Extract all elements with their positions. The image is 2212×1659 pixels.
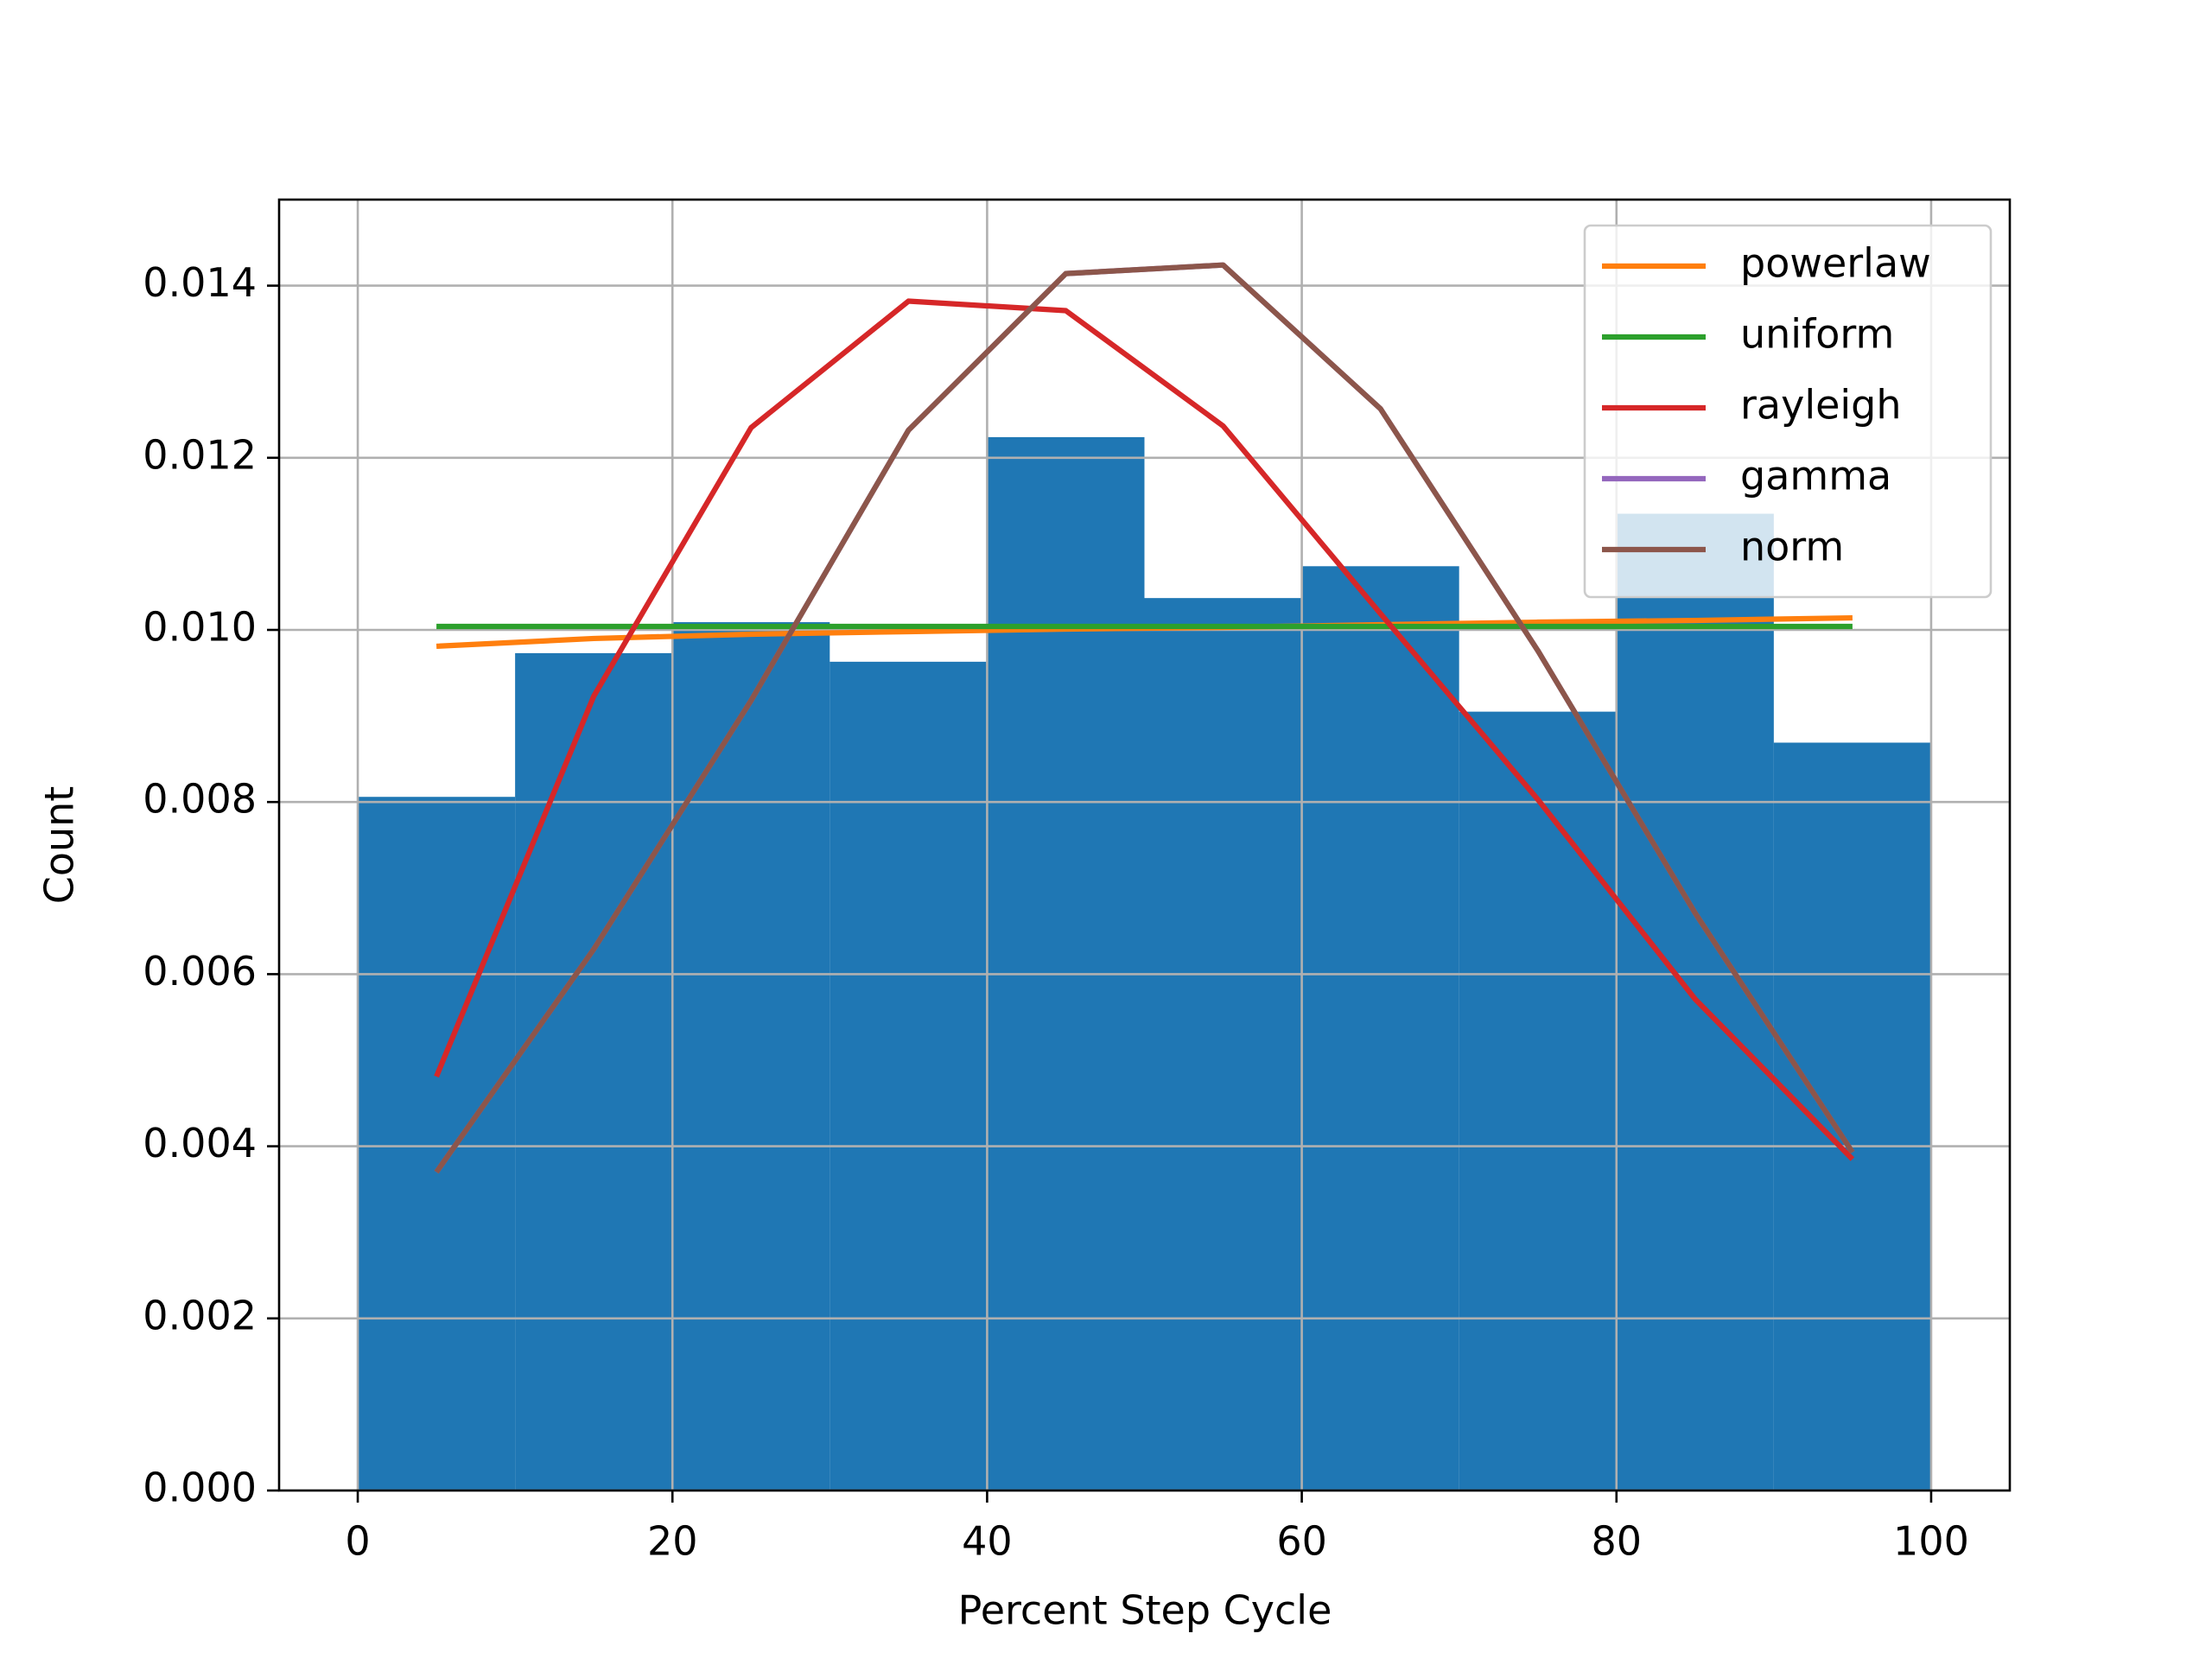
legend-label: powerlaw [1740,240,1931,287]
legend-label: uniform [1740,311,1894,358]
line [434,262,1855,1174]
y-tick-label: 0.010 [143,604,257,651]
y-tick-label: 0.012 [143,431,257,478]
legend-label: norm [1740,524,1844,570]
x-tick-label: 40 [962,1518,1013,1565]
bar [830,661,988,1491]
y-tick-label: 0.006 [143,948,257,995]
line [434,298,1855,1161]
legend-label: gamma [1740,453,1891,499]
y-tick-label: 0.002 [143,1292,257,1338]
legend-label: rayleigh [1740,382,1902,429]
bar [987,436,1145,1491]
bar [1773,742,1931,1491]
bar [1144,598,1302,1491]
x-tick-label: 100 [1893,1518,1969,1565]
y-axis-label: Count [36,786,83,905]
y-tick-label: 0.014 [143,259,257,306]
plot-frame [277,198,2012,1492]
x-tick-label: 0 [345,1518,370,1565]
x-tick-label: 20 [647,1518,698,1565]
y-tick-label: 0.008 [143,776,257,823]
bar [515,652,673,1491]
y-tick-label: 0.004 [143,1120,257,1166]
x-tick-label: 60 [1276,1518,1327,1565]
bar [1301,566,1459,1491]
y-tick-label: 0.000 [143,1465,257,1511]
bar [1459,711,1617,1491]
x-axis-label: Percent Step Cycle [958,1587,1332,1634]
x-tick-label: 80 [1591,1518,1642,1565]
legend-box [1583,224,1993,599]
bar [358,797,516,1491]
bar [672,622,830,1491]
